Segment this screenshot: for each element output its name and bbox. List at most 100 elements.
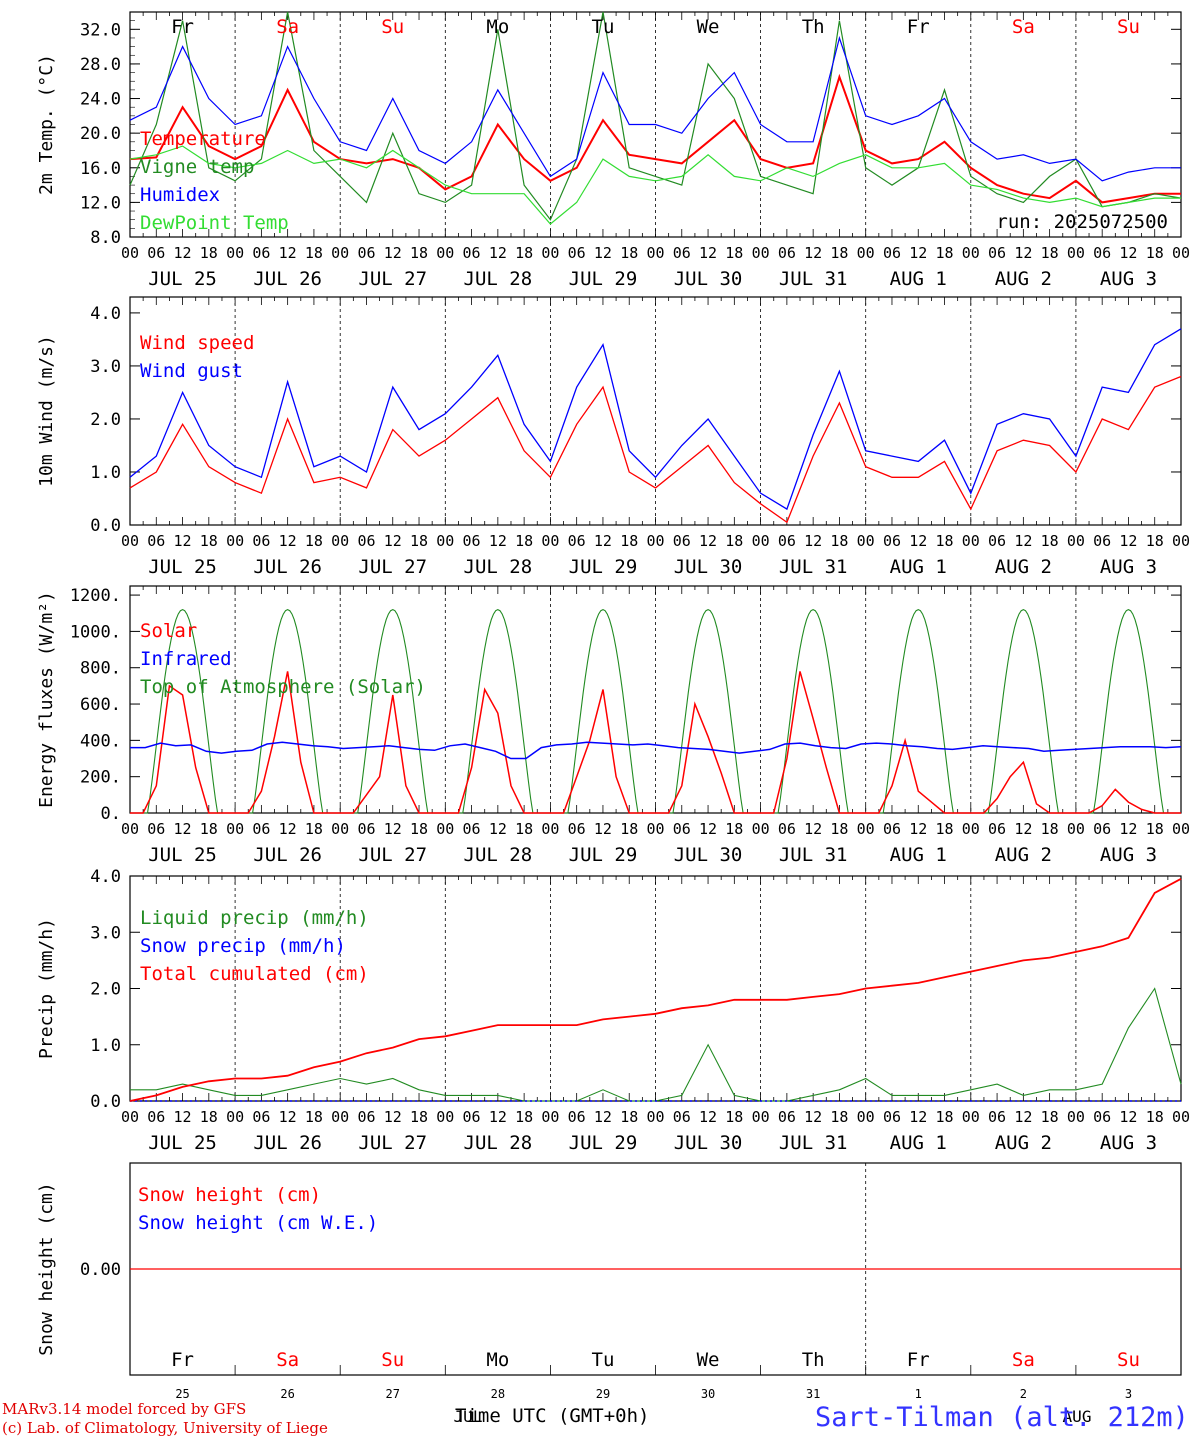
day-abbr-label: Mo: [486, 16, 509, 38]
date-label: AUG 3: [1100, 1132, 1157, 1154]
hour-label: 00: [541, 1108, 559, 1126]
hour-label: 06: [988, 1108, 1006, 1126]
hour-label: 12: [384, 244, 402, 262]
hour-label: 18: [305, 1108, 323, 1126]
legend-entry: Solar: [140, 620, 197, 642]
legend-entry: Wind gust: [140, 360, 243, 382]
hour-label: 00: [541, 532, 559, 550]
date-label: JUL 29: [569, 1132, 638, 1154]
hour-label: 00: [226, 1108, 244, 1126]
hour-label: 18: [620, 1108, 638, 1126]
month-label-aug: AUG: [1063, 1407, 1092, 1426]
day-abbr-label: Sa: [1012, 16, 1035, 38]
hour-label: 00: [1172, 820, 1190, 838]
hour-label: 00: [1067, 820, 1085, 838]
hour-label: 00: [1067, 244, 1085, 262]
day-abbr-label: Sa: [276, 16, 299, 38]
day-number-label: 26: [280, 1387, 294, 1401]
hour-label: 00: [646, 532, 664, 550]
hour-label: 00: [121, 1108, 139, 1126]
hour-label: 12: [909, 244, 927, 262]
hour-label: 06: [147, 1108, 165, 1126]
date-label: JUL 25: [148, 556, 217, 578]
hour-label: 12: [1014, 1108, 1032, 1126]
legend-entry: Snow precip (mm/h): [140, 935, 346, 957]
hour-label: 18: [200, 1108, 218, 1126]
date-label: JUL 26: [253, 556, 322, 578]
hour-label: 18: [1041, 244, 1059, 262]
day-number-label: 29: [596, 1387, 610, 1401]
legend-entry: Top of Atmosphere (Solar): [140, 676, 426, 698]
hour-label: 12: [279, 244, 297, 262]
hour-label: 18: [1146, 244, 1164, 262]
hour-label: 12: [279, 532, 297, 550]
hour-label: 00: [1172, 532, 1190, 550]
series-dewpoint-temp: [129, 145, 1181, 225]
hour-label: 12: [384, 1108, 402, 1126]
hour-label: 06: [988, 532, 1006, 550]
day-abbr-label: Su: [1117, 16, 1140, 38]
date-label: AUG 3: [1100, 844, 1157, 866]
hour-label: 18: [305, 244, 323, 262]
hour-label: 06: [673, 1108, 691, 1126]
hour-label: 00: [121, 820, 139, 838]
y-tick-label: 1200.: [70, 586, 121, 606]
run-label: run: 2025072500: [996, 211, 1168, 233]
hour-label: 06: [147, 820, 165, 838]
day-number-label: 31: [806, 1387, 820, 1401]
y-tick-label: 16.0: [80, 159, 121, 179]
day-abbr-label: Sa: [1012, 1349, 1035, 1371]
legend-entry: Infrared: [140, 648, 232, 670]
date-label: JUL 25: [148, 268, 217, 290]
hour-label: 12: [384, 820, 402, 838]
day-abbr-label: Fr: [171, 1349, 194, 1371]
hour-label: 06: [147, 244, 165, 262]
y-tick-label: 28.0: [80, 55, 121, 75]
date-label: JUL 28: [464, 556, 533, 578]
y-tick-label: 32.0: [80, 20, 121, 40]
y-tick-label: 1.0: [90, 1036, 121, 1056]
date-label: JUL 25: [148, 844, 217, 866]
date-label: JUL 25: [148, 1132, 217, 1154]
date-label: AUG 2: [995, 268, 1052, 290]
hour-label: 00: [1067, 1108, 1085, 1126]
hour-label: 18: [620, 244, 638, 262]
hour-label: 12: [384, 532, 402, 550]
day-abbr-label: Tu: [592, 1349, 615, 1371]
hour-label: 12: [909, 820, 927, 838]
date-label: AUG 1: [890, 556, 947, 578]
hour-label: 06: [463, 820, 481, 838]
hour-label: 00: [436, 532, 454, 550]
x-axis-title: Time UTC (GMT+0h): [455, 1405, 650, 1427]
day-number-label: 28: [491, 1387, 505, 1401]
hour-label: 00: [752, 820, 770, 838]
hour-label: 12: [909, 1108, 927, 1126]
hour-label: 00: [331, 1108, 349, 1126]
hour-label: 18: [410, 532, 428, 550]
hour-label: 12: [174, 244, 192, 262]
y-tick-label: 0.0: [90, 1092, 121, 1112]
day-number-label: 3: [1125, 1387, 1132, 1401]
hour-label: 18: [725, 532, 743, 550]
hour-label: 00: [436, 244, 454, 262]
hour-label: 18: [515, 532, 533, 550]
panel-4: 00 06 12 18 00 06 12 18 00 06 12 18 00 06 12 18 00 06 12 18…: [36, 867, 1190, 1154]
hour-label: 18: [830, 244, 848, 262]
date-label: JUL 27: [358, 268, 427, 290]
hour-label: 12: [1119, 244, 1137, 262]
date-label: JUL 29: [569, 844, 638, 866]
hour-label: 06: [568, 820, 586, 838]
day-abbr-label: Mo: [486, 1349, 509, 1371]
series-wind-gust: [129, 328, 1182, 511]
hour-label: 00: [436, 1108, 454, 1126]
day-abbr-label: Th: [802, 1349, 825, 1371]
y-axis-title: 10m Wind (m/s): [36, 335, 57, 487]
date-label: AUG 2: [995, 556, 1052, 578]
day-abbr-label: Sa: [276, 1349, 299, 1371]
y-tick-label: 24.0: [80, 90, 121, 110]
hour-label: 06: [568, 244, 586, 262]
date-label: JUL 30: [674, 1132, 743, 1154]
hour-label: 00: [646, 820, 664, 838]
hour-label: 00: [857, 244, 875, 262]
hour-label: 12: [1119, 1108, 1137, 1126]
